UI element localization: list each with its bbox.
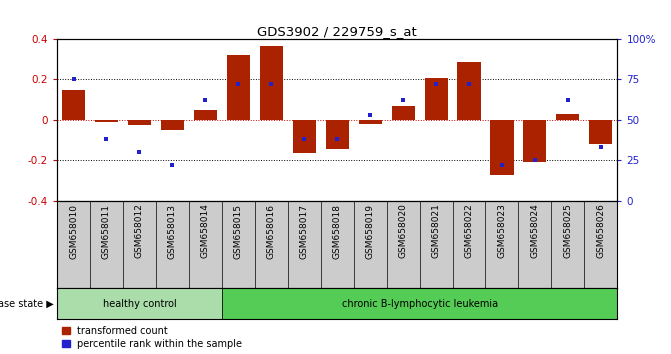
Text: GSM658017: GSM658017 [300,204,309,258]
Text: GSM658014: GSM658014 [201,204,210,258]
Text: GSM658021: GSM658021 [431,204,441,258]
Text: GSM658010: GSM658010 [69,204,78,258]
Bar [161,120,184,130]
Text: GSM658016: GSM658016 [267,204,276,258]
Bar [194,110,217,120]
Title: GDS3902 / 229759_s_at: GDS3902 / 229759_s_at [257,25,417,38]
Bar [491,120,513,175]
Bar [57,288,222,319]
Text: GSM658025: GSM658025 [564,204,572,258]
Text: GSM658023: GSM658023 [497,204,507,258]
Text: healthy control: healthy control [103,299,176,309]
Bar [589,120,613,144]
Bar [222,288,617,319]
Text: GSM658022: GSM658022 [464,204,474,258]
Bar [458,62,480,120]
Bar [293,120,316,153]
Text: GSM658019: GSM658019 [366,204,374,258]
Bar [260,46,282,120]
Text: GSM658015: GSM658015 [234,204,243,258]
Text: GSM658018: GSM658018 [333,204,342,258]
Text: GSM658026: GSM658026 [597,204,605,258]
Bar [523,120,546,162]
Bar [392,106,415,120]
Bar [358,120,382,124]
Text: GSM658012: GSM658012 [135,204,144,258]
Text: disease state ▶: disease state ▶ [0,299,54,309]
Text: GSM658024: GSM658024 [530,204,539,258]
Bar [95,120,118,122]
Bar [128,120,151,125]
Bar [425,79,448,120]
Text: GSM658013: GSM658013 [168,204,177,258]
Bar [556,114,580,120]
Text: chronic B-lymphocytic leukemia: chronic B-lymphocytic leukemia [342,299,498,309]
Text: GSM658020: GSM658020 [399,204,407,258]
Bar [227,55,250,120]
Bar [325,120,349,149]
Bar [62,90,85,120]
Text: GSM658011: GSM658011 [102,204,111,258]
Legend: transformed count, percentile rank within the sample: transformed count, percentile rank withi… [62,326,242,349]
